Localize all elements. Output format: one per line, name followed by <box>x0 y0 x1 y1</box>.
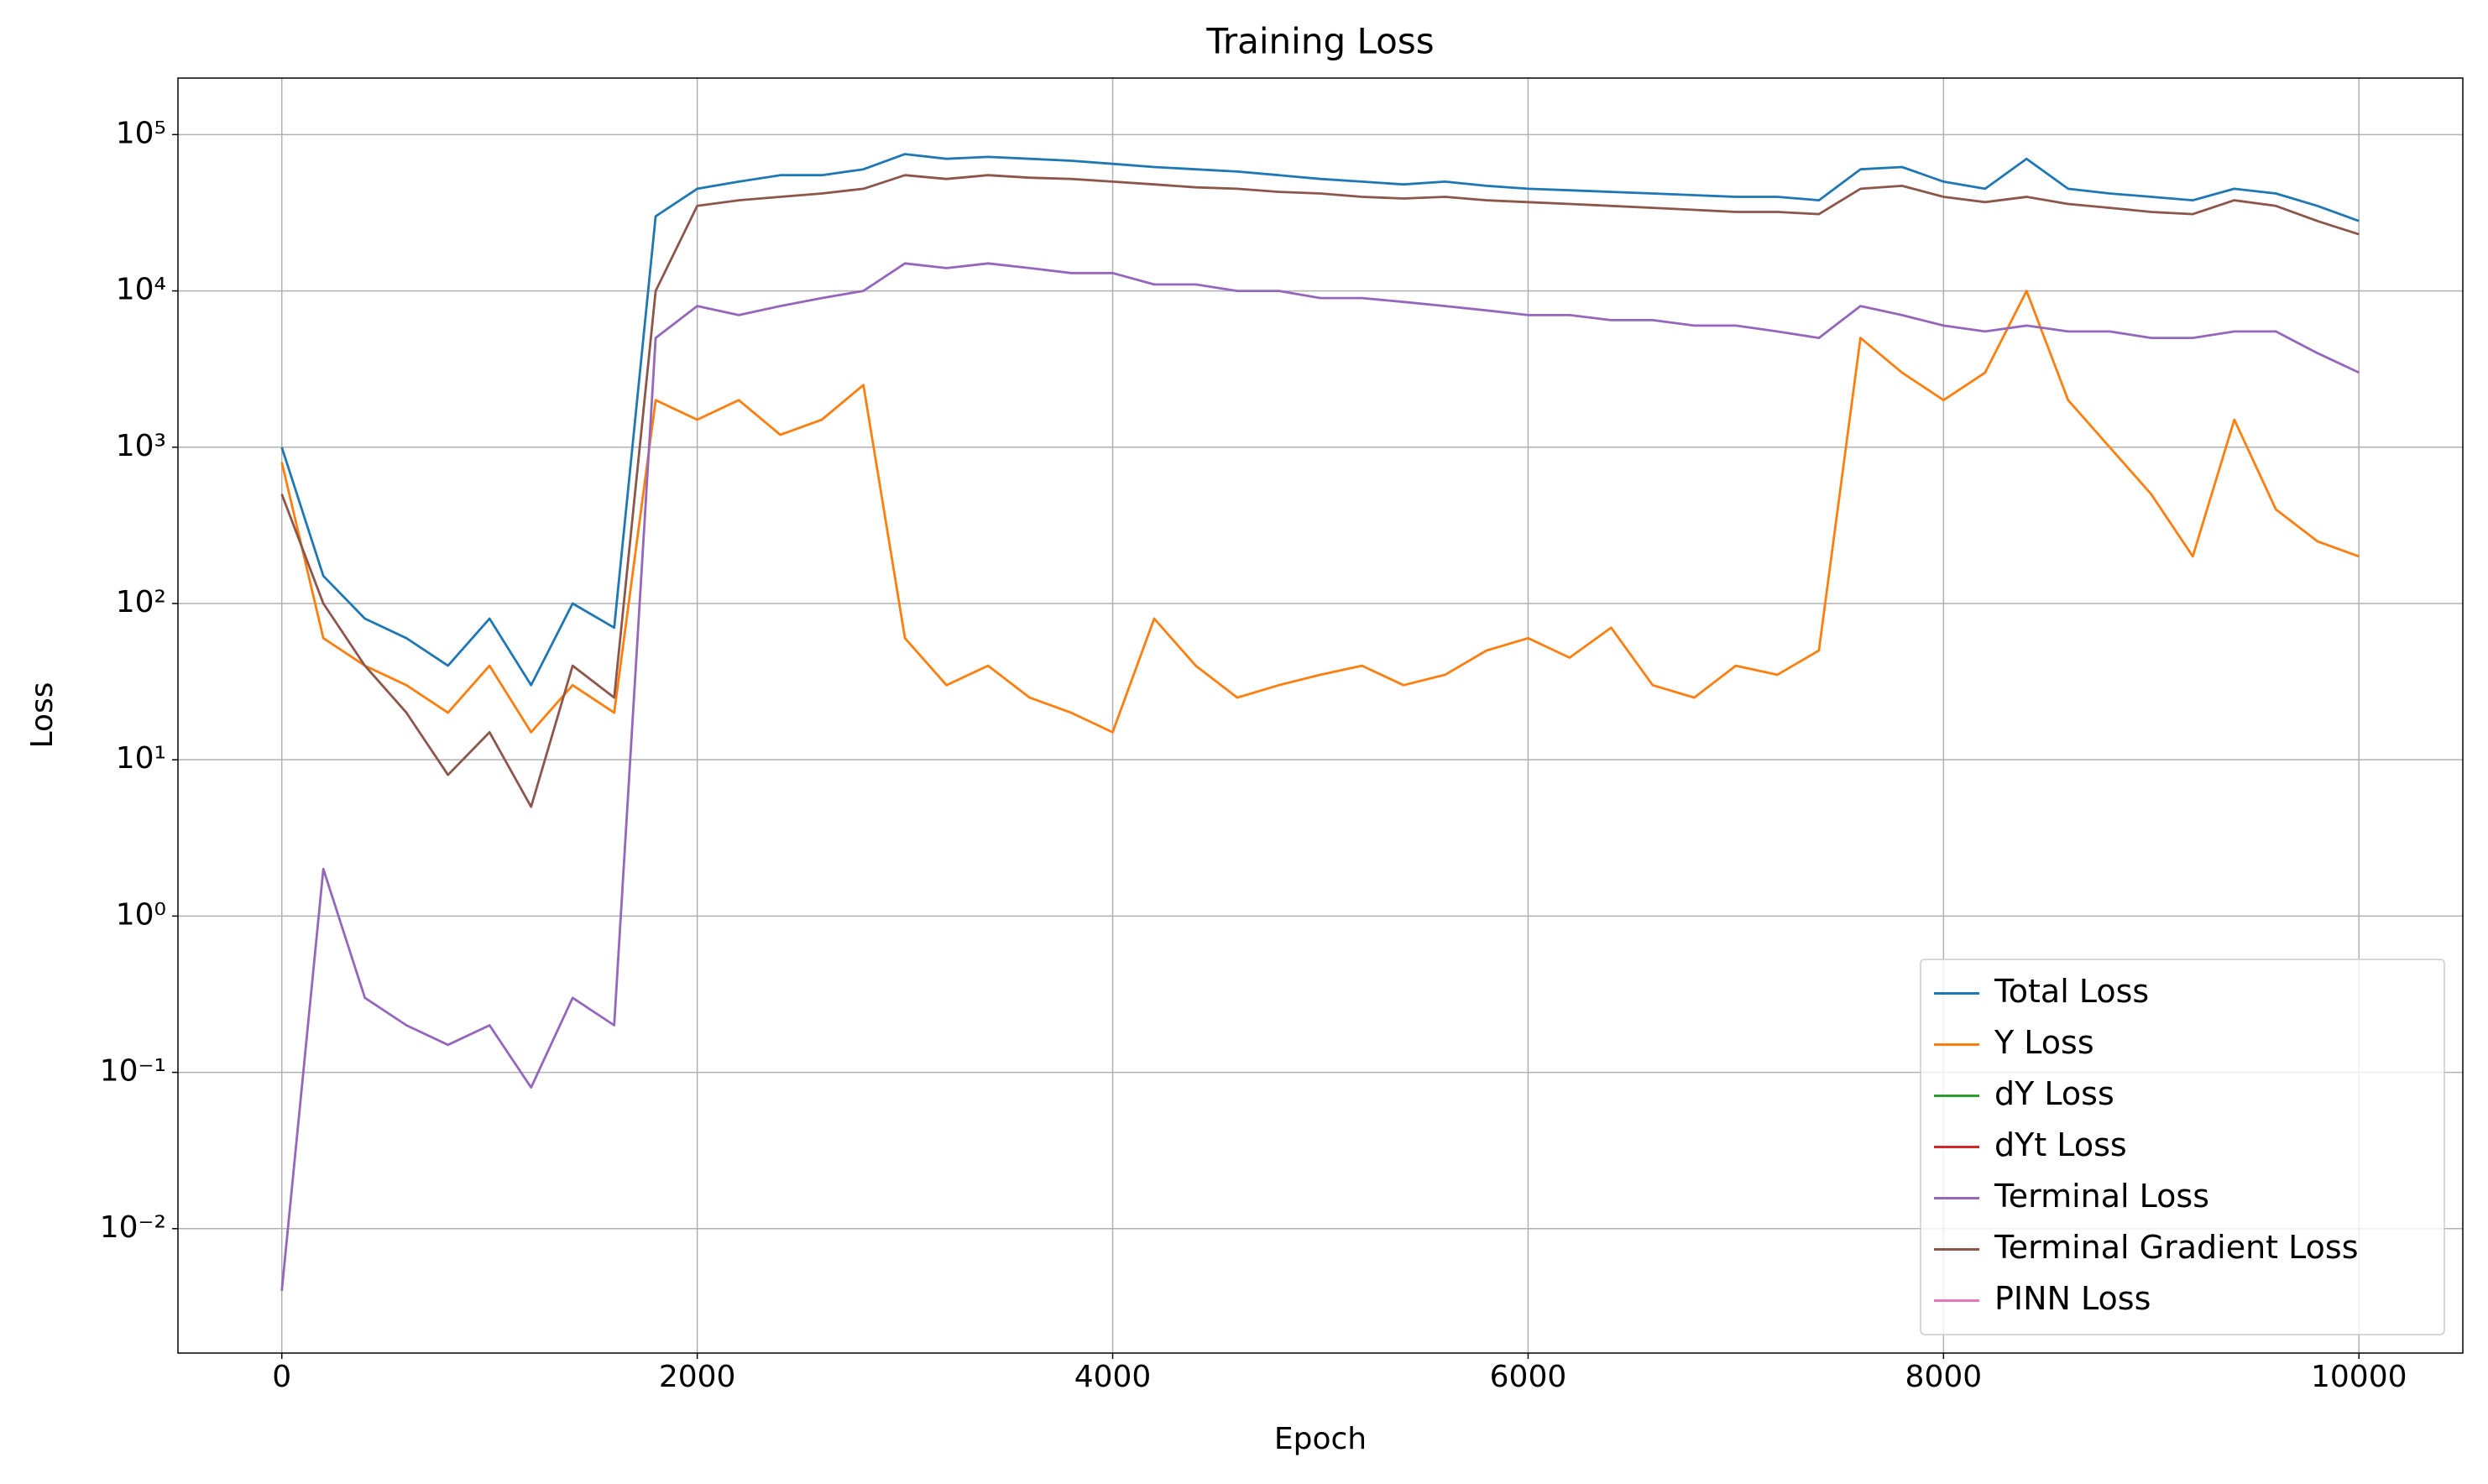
x-tick-label: 6000 <box>1490 1360 1567 1394</box>
x-tick-label: 0 <box>272 1360 291 1394</box>
legend-label: dY Loss <box>1994 1075 2114 1112</box>
y-tick-label: 10³ <box>116 429 166 463</box>
chart-title: Training Loss <box>1205 21 1434 62</box>
y-tick-label: 10⁰ <box>116 897 166 932</box>
x-tick-label: 10000 <box>2311 1360 2407 1394</box>
series-line <box>280 174 2360 808</box>
legend-label: Y Loss <box>1994 1024 2094 1061</box>
y-tick-label: 10¹ <box>116 741 166 776</box>
series-line <box>280 153 2360 687</box>
legend-label: dYt Loss <box>1994 1126 2127 1163</box>
legend-label: Terminal Loss <box>1994 1178 2209 1215</box>
x-axis-label: Epoch <box>1274 1422 1367 1456</box>
x-tick-label: 2000 <box>659 1360 736 1394</box>
y-tick-label: 10⁻² <box>100 1210 166 1245</box>
y-axis-label: Loss <box>25 682 60 749</box>
y-tick-label: 10² <box>116 585 166 619</box>
legend-label: PINN Loss <box>1994 1280 2151 1317</box>
plot-frame <box>177 77 2464 1354</box>
x-tick-label: 4000 <box>1074 1360 1152 1394</box>
x-tick-label: 8000 <box>1905 1360 1983 1394</box>
legend-label: Total Loss <box>1994 973 2149 1010</box>
y-tick-label: 10⁻¹ <box>100 1054 166 1089</box>
legend-label: Terminal Gradient Loss <box>1994 1229 2359 1266</box>
legend-box <box>1920 959 2445 1335</box>
series-line <box>280 290 2360 734</box>
series-line <box>280 262 2360 1292</box>
y-tick-label: 10⁴ <box>116 273 166 307</box>
y-tick-label: 10⁵ <box>116 116 166 150</box>
